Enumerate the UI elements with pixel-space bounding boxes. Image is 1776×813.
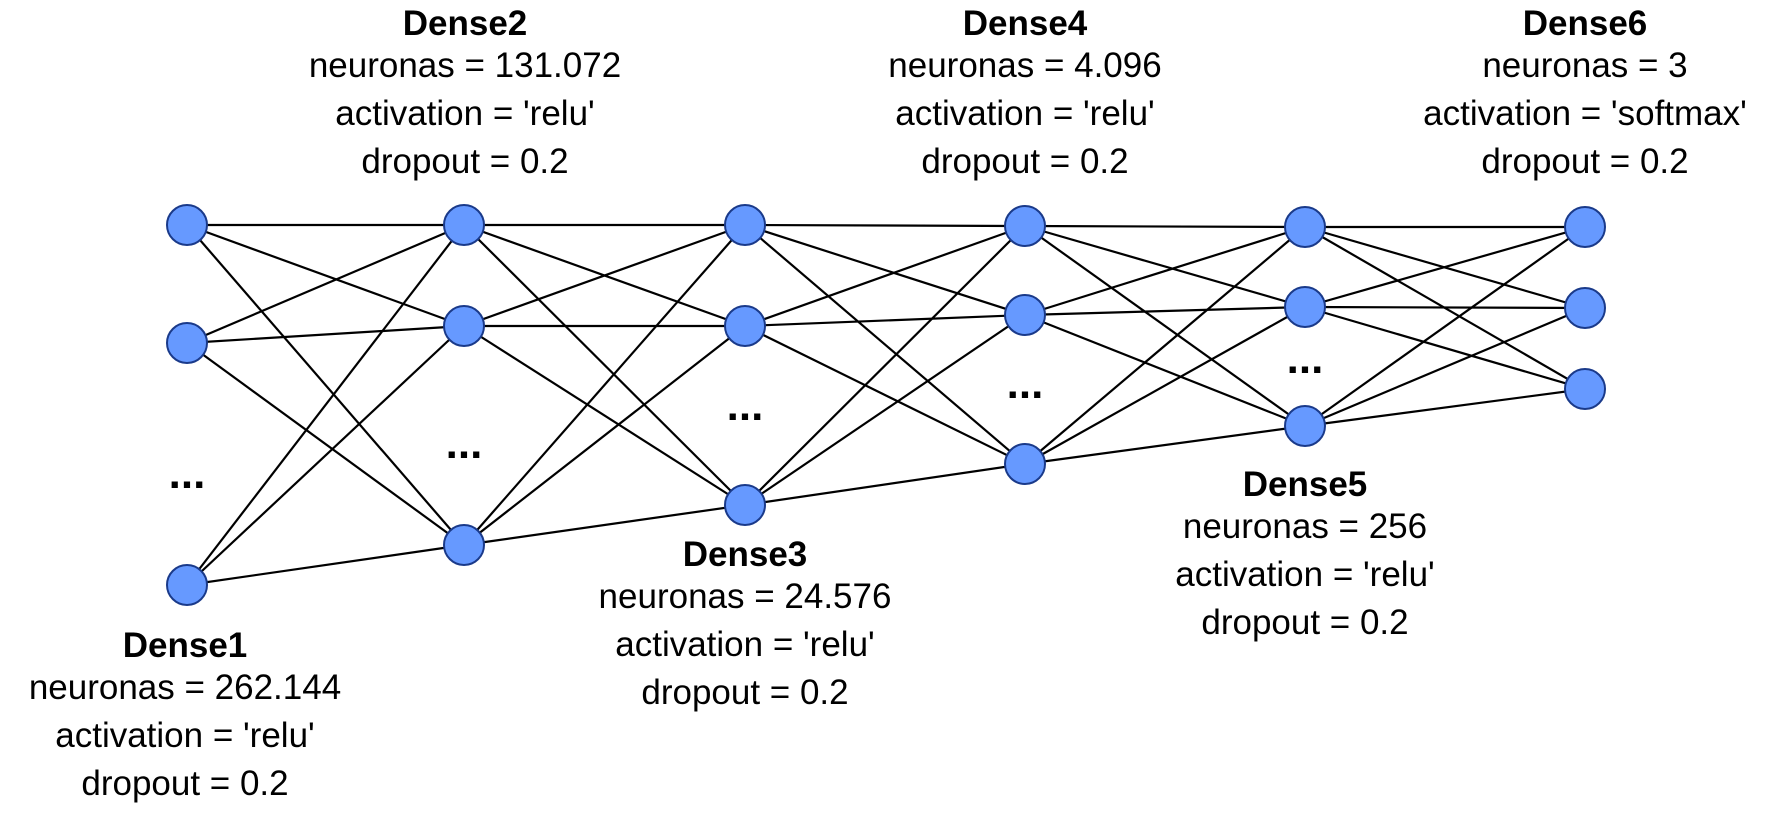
connection-l5n2-l6n1 <box>1304 225 1586 309</box>
connection-l1n2-l2n2 <box>186 324 465 345</box>
dense6-neurons: neuronas = 3 <box>1482 46 1688 85</box>
neuron-layer2-1 <box>443 204 485 246</box>
connection-l5n3-l6n2 <box>1304 306 1586 428</box>
neuron-layer1-2 <box>166 322 208 364</box>
connection-l2n2-l3n1 <box>463 223 746 328</box>
connection-l5n3-l6n3 <box>1304 387 1586 428</box>
connection-l3n2-l4n3 <box>744 325 1026 465</box>
layer-4-ellipsis: ... <box>1007 359 1044 408</box>
neuron-layer6-2 <box>1564 287 1606 329</box>
neuron-layer3-3 <box>724 484 766 526</box>
connection-l5n3-l6n1 <box>1304 226 1586 427</box>
connection-l3n1-l4n2 <box>744 223 1026 317</box>
connection-l2n3-l3n2 <box>463 325 746 546</box>
connection-l2n3-l3n3 <box>463 503 746 547</box>
dense4-activation: activation = 'relu' <box>895 94 1155 133</box>
dense5-activation: activation = 'relu' <box>1175 555 1435 594</box>
dense1-neurons: neuronas = 262.144 <box>28 668 342 707</box>
layer-2-ellipsis: ... <box>446 419 483 468</box>
dense3-label: Dense3 neuronas = 24.576 activation = 'r… <box>535 537 955 717</box>
neuron-layer3-2 <box>724 305 766 347</box>
neuron-layer4-3 <box>1004 443 1046 485</box>
neuron-layer1-1 <box>166 204 208 246</box>
dense6-activation: activation = 'softmax' <box>1423 94 1747 133</box>
connection-l3n3-l4n2 <box>744 314 1026 506</box>
neuron-layer4-2 <box>1004 294 1046 336</box>
neuron-layer2-3 <box>443 524 485 566</box>
dense6-label: Dense6 neuronas = 3 activation = 'softma… <box>1375 6 1776 186</box>
connection-l4n2-l5n3 <box>1024 313 1306 428</box>
connection-l1n3-l2n1 <box>186 224 465 586</box>
neuron-layer6-3 <box>1564 368 1606 410</box>
connection-l4n3-l5n2 <box>1024 306 1306 465</box>
connection-l4n2-l5n2 <box>1024 305 1306 317</box>
connection-l4n1-l5n3 <box>1024 225 1306 427</box>
connection-l3n3-l4n1 <box>744 225 1026 506</box>
connection-l3n2-l4n2 <box>744 313 1026 328</box>
neuron-layer4-1 <box>1004 205 1046 247</box>
dense1-title: Dense1 <box>122 626 248 665</box>
neuron-layer5-2 <box>1284 286 1326 328</box>
connection-l1n1-l2n3 <box>186 224 465 546</box>
neuron-layer1-3 <box>166 564 208 606</box>
connection-l2n1-l3n3 <box>463 224 746 506</box>
layer-3-ellipsis: ... <box>727 381 764 430</box>
connection-l1n1-l2n2 <box>186 223 465 328</box>
connection-l1n2-l2n1 <box>186 223 465 345</box>
connection-l3n2-l4n1 <box>744 224 1026 328</box>
neuron-layer3-1 <box>724 204 766 246</box>
neurons-group <box>166 204 1606 606</box>
connection-l2n2-l3n3 <box>463 325 746 506</box>
dense2-label: Dense2 neuronas = 131.072 activation = '… <box>255 6 675 186</box>
dense6-title: Dense6 <box>1522 4 1648 43</box>
dense6-dropout: dropout = 0.2 <box>1481 142 1689 181</box>
dense5-label: Dense5 neuronas = 256 activation = 'relu… <box>1095 467 1515 647</box>
connection-l4n1-l5n1 <box>1024 224 1306 229</box>
connection-l4n1-l5n2 <box>1024 224 1306 309</box>
connections-group <box>186 223 1586 587</box>
neuron-layer6-1 <box>1564 206 1606 248</box>
dense4-neurons: neuronas = 4.096 <box>888 46 1162 85</box>
dense2-activation: activation = 'relu' <box>335 94 595 133</box>
dense5-neurons: neuronas = 256 <box>1182 507 1428 546</box>
dense3-title: Dense3 <box>682 535 808 574</box>
connection-l3n3-l4n3 <box>744 462 1026 507</box>
dense3-dropout: dropout = 0.2 <box>641 673 849 712</box>
connection-l4n2-l5n1 <box>1024 225 1306 317</box>
connection-l2n3-l3n1 <box>463 224 746 546</box>
ellipsis-group: ... ... ... ... ... <box>169 334 1324 498</box>
dense2-neurons: neuronas = 131.072 <box>308 46 622 85</box>
dense2-dropout: dropout = 0.2 <box>361 142 569 181</box>
connection-l1n3-l2n2 <box>186 325 465 586</box>
connection-l1n3-l2n3 <box>186 543 465 587</box>
layer-1-ellipsis: ... <box>169 449 206 498</box>
dense5-title: Dense5 <box>1242 465 1368 504</box>
layer-5-ellipsis: ... <box>1287 334 1324 383</box>
dense3-neurons: neuronas = 24.576 <box>598 577 892 616</box>
dense4-title: Dense4 <box>962 4 1088 43</box>
neuron-layer2-2 <box>443 305 485 347</box>
dense4-label: Dense4 neuronas = 4.096 activation = 're… <box>815 6 1235 186</box>
dense1-activation: activation = 'relu' <box>55 716 315 755</box>
connection-l4n3-l5n1 <box>1024 226 1306 465</box>
neuron-layer5-3 <box>1284 405 1326 447</box>
neuron-layer5-1 <box>1284 206 1326 248</box>
connection-l1n2-l2n3 <box>186 342 465 546</box>
connection-l5n2-l6n3 <box>1304 305 1586 391</box>
connection-l3n1-l4n3 <box>744 224 1026 465</box>
dense2-title: Dense2 <box>402 4 528 43</box>
connection-l5n2-l6n2 <box>1304 305 1586 310</box>
connection-l4n3-l5n3 <box>1024 424 1306 466</box>
dense5-dropout: dropout = 0.2 <box>1201 603 1409 642</box>
connection-l3n1-l4n1 <box>744 223 1026 228</box>
dense4-dropout: dropout = 0.2 <box>921 142 1129 181</box>
dense1-label: Dense1 neuronas = 262.144 activation = '… <box>0 628 395 808</box>
dense3-activation: activation = 'relu' <box>615 625 875 664</box>
dense1-dropout: dropout = 0.2 <box>81 764 289 803</box>
